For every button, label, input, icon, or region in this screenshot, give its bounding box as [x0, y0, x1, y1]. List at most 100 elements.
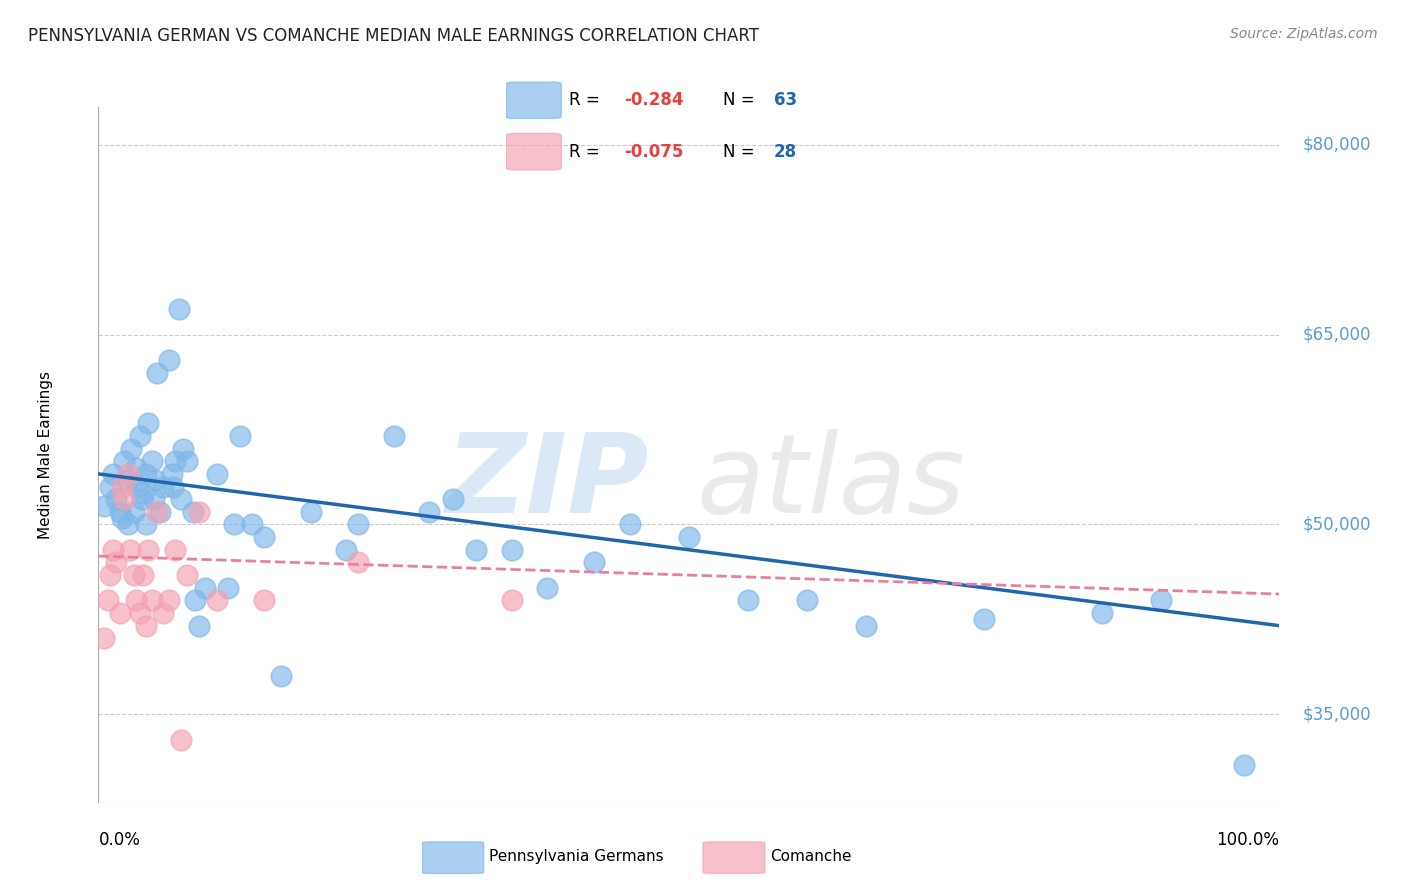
Point [105, 492, 128, 507]
Point [117, 467, 139, 481]
Point [167, 302, 190, 317]
Point [270, 669, 292, 683]
Text: 100.0%: 100.0% [1216, 830, 1279, 848]
Point [141, 454, 163, 468]
Point [165, 454, 187, 468]
Text: Comanche: Comanche [770, 849, 852, 863]
Point [146, 366, 169, 380]
Point [229, 429, 252, 443]
Point [122, 505, 145, 519]
Text: Median Male Earnings: Median Male Earnings [38, 371, 53, 539]
Text: 63: 63 [773, 91, 797, 109]
Point [253, 593, 276, 607]
Text: -0.284: -0.284 [624, 91, 683, 109]
Point [112, 454, 135, 468]
Point [128, 606, 150, 620]
Point [184, 593, 207, 607]
Point [136, 542, 159, 557]
Point [170, 492, 193, 507]
Point [98, 479, 121, 493]
Point [125, 593, 148, 607]
Point [131, 492, 153, 507]
Point [93, 632, 115, 646]
Text: Pennsylvania Germans: Pennsylvania Germans [489, 849, 664, 863]
Point [162, 479, 184, 493]
Text: $35,000: $35,000 [1303, 706, 1372, 723]
Text: ZIP: ZIP [446, 429, 650, 536]
Point [253, 530, 276, 544]
Text: Source: ZipAtlas.com: Source: ZipAtlas.com [1230, 27, 1378, 41]
Point [121, 442, 143, 456]
Point [855, 618, 877, 632]
Point [111, 511, 134, 525]
Text: 28: 28 [773, 143, 797, 161]
Point [127, 479, 149, 493]
Point [117, 473, 139, 487]
Point [141, 593, 163, 607]
Point [217, 581, 239, 595]
Text: PENNSYLVANIA GERMAN VS COMANCHE MEDIAN MALE EARNINGS CORRELATION CHART: PENNSYLVANIA GERMAN VS COMANCHE MEDIAN M… [28, 27, 759, 45]
Point [465, 542, 488, 557]
Point [132, 486, 155, 500]
Point [501, 593, 523, 607]
FancyBboxPatch shape [703, 842, 765, 873]
Point [224, 517, 246, 532]
Point [157, 353, 180, 368]
Point [160, 467, 183, 481]
Point [194, 581, 217, 595]
Point [1233, 757, 1256, 772]
Point [973, 612, 995, 626]
Point [678, 530, 700, 544]
Point [146, 505, 169, 519]
Text: N =: N = [723, 143, 759, 161]
Point [101, 467, 124, 481]
Point [152, 479, 174, 493]
Text: N =: N = [723, 91, 759, 109]
Text: $65,000: $65,000 [1303, 326, 1372, 343]
Point [299, 505, 322, 519]
Point [240, 517, 263, 532]
Point [205, 593, 228, 607]
Point [501, 542, 523, 557]
Point [135, 517, 157, 532]
Point [105, 556, 128, 570]
Point [172, 442, 194, 456]
Point [619, 517, 641, 532]
FancyBboxPatch shape [422, 842, 484, 873]
FancyBboxPatch shape [506, 134, 561, 169]
Point [142, 492, 165, 507]
Point [108, 505, 131, 519]
Point [737, 593, 759, 607]
Point [132, 568, 155, 582]
Point [205, 467, 228, 481]
Text: 0.0%: 0.0% [98, 830, 141, 848]
Point [165, 542, 187, 557]
Point [136, 417, 159, 431]
Point [97, 593, 120, 607]
Point [128, 429, 150, 443]
Point [120, 542, 142, 557]
Text: atlas: atlas [696, 429, 965, 536]
Point [1150, 593, 1173, 607]
Point [152, 606, 174, 620]
Point [187, 618, 209, 632]
Point [335, 542, 357, 557]
Point [176, 454, 198, 468]
Point [536, 581, 558, 595]
Point [112, 492, 135, 507]
Point [1091, 606, 1114, 620]
Point [98, 568, 121, 582]
Point [101, 542, 124, 557]
Point [181, 505, 204, 519]
Point [143, 473, 166, 487]
Point [418, 505, 440, 519]
Point [125, 460, 148, 475]
Text: R =: R = [569, 143, 605, 161]
Point [122, 568, 145, 582]
Point [187, 505, 209, 519]
Point [441, 492, 464, 507]
FancyBboxPatch shape [506, 82, 561, 119]
Point [157, 593, 180, 607]
Point [135, 467, 157, 481]
Text: $80,000: $80,000 [1303, 136, 1372, 154]
